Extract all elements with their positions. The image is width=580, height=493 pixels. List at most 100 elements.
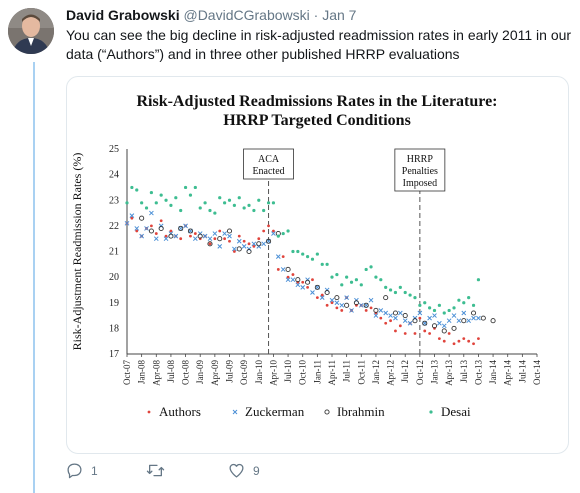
data-point-authors (179, 237, 183, 241)
data-point-authors (267, 224, 270, 228)
data-point-zuckerman (300, 285, 306, 290)
data-point-zuckerman (124, 220, 130, 226)
data-point-zuckerman (144, 226, 149, 231)
data-point-authors (457, 339, 461, 343)
x-tick-label: Jul-10 (283, 360, 293, 383)
media-card[interactable]: Risk-Adjusted Readmissions Rates in the … (66, 76, 569, 454)
data-point-desai (213, 211, 217, 215)
data-point-desai (203, 201, 207, 205)
data-point-desai (476, 278, 481, 282)
author-name[interactable]: David Grabowski (66, 7, 180, 23)
legend-marker-authors (147, 410, 151, 414)
data-point-zuckerman (388, 313, 393, 318)
data-point-authors (447, 332, 451, 335)
data-point-zuckerman (402, 318, 408, 324)
data-point-authors (462, 337, 466, 341)
data-point-authors (301, 280, 305, 284)
data-point-desai (144, 206, 149, 210)
data-point-ibrahmin (265, 238, 272, 244)
data-point-authors (384, 321, 388, 325)
data-point-desai (208, 208, 212, 213)
data-point-authors (442, 339, 446, 343)
data-point-ibrahmin (236, 246, 242, 252)
data-point-ibrahmin (158, 225, 164, 231)
x-tick-label: Oct-11 (356, 360, 366, 385)
data-point-authors (398, 324, 402, 328)
annotation-label: HRRP (407, 154, 434, 165)
x-tick-label: Jan-09 (195, 360, 205, 384)
data-point-desai (237, 196, 241, 200)
data-point-desai (140, 201, 144, 205)
data-point-zuckerman (251, 241, 257, 247)
data-point-authors (159, 219, 163, 223)
data-point-desai (247, 203, 251, 207)
data-point-authors (218, 229, 222, 233)
data-point-desai (467, 296, 471, 300)
data-point-desai (345, 275, 349, 279)
data-point-zuckerman (441, 323, 447, 329)
retweet-button[interactable] (146, 462, 173, 479)
data-point-zuckerman (290, 277, 296, 283)
data-point-ibrahmin (207, 241, 213, 247)
data-point-ibrahmin (246, 248, 252, 255)
data-point-ibrahmin (490, 318, 496, 324)
legend-label-desai: Desai (441, 404, 471, 419)
avatar[interactable] (8, 8, 54, 54)
x-tick-label: Jul-12 (400, 360, 410, 383)
legend-marker-desai (429, 410, 433, 414)
data-point-desai (398, 285, 402, 289)
data-point-ibrahmin (334, 295, 340, 301)
data-point-ibrahmin (314, 284, 320, 290)
data-point-zuckerman (339, 302, 345, 308)
data-point-ibrahmin (285, 266, 291, 272)
data-point-authors (208, 242, 212, 246)
data-point-zuckerman (407, 320, 413, 326)
data-point-desai (198, 206, 202, 210)
data-point-authors (262, 229, 266, 233)
data-point-authors (320, 293, 324, 297)
data-point-zuckerman (129, 213, 135, 218)
annotation-label: ACA (258, 154, 280, 165)
legend-marker-zuckerman (232, 409, 238, 415)
data-point-desai (193, 185, 197, 190)
x-tick-label: Jul-11 (342, 360, 352, 382)
like-button[interactable]: 9 (228, 462, 260, 479)
data-point-desai (447, 308, 451, 313)
data-point-zuckerman (432, 313, 437, 318)
heart-icon (229, 463, 244, 478)
data-point-zuckerman (192, 236, 198, 242)
data-point-authors (164, 234, 168, 238)
data-point-zuckerman (163, 236, 169, 242)
x-tick-label: Oct-07 (122, 360, 132, 385)
data-point-desai (374, 275, 378, 279)
data-point-authors (242, 239, 246, 243)
data-point-ibrahmin (373, 307, 379, 313)
annotation-label: Penalties (402, 166, 438, 177)
data-point-authors (257, 237, 261, 241)
tweet-text: You can see the big decline in risk-adju… (66, 27, 572, 62)
data-point-ibrahmin (451, 325, 457, 331)
data-point-desai (291, 249, 295, 254)
author-handle[interactable]: @DavidCGrabowski (183, 7, 310, 23)
data-point-zuckerman (319, 295, 325, 300)
data-point-ibrahmin (197, 233, 203, 239)
x-tick-label: Jan-10 (254, 360, 264, 384)
legend-marker-ibrahmin (324, 409, 330, 415)
x-tick-label: Oct-12 (415, 360, 425, 385)
data-point-desai (315, 252, 319, 256)
data-point-authors (169, 229, 173, 233)
data-point-desai (418, 303, 422, 307)
data-point-zuckerman (310, 290, 315, 295)
data-point-desai (154, 201, 158, 205)
x-tick-label: Jan-12 (371, 360, 381, 384)
data-point-authors (276, 268, 280, 271)
data-point-ibrahmin (168, 233, 174, 239)
reply-button[interactable]: 1 (66, 462, 98, 479)
data-point-ibrahmin (431, 323, 438, 329)
data-point-authors (472, 342, 475, 346)
tweet-date[interactable]: Jan 7 (322, 7, 357, 23)
data-point-zuckerman (427, 315, 432, 321)
annotation-label: Imposed (403, 178, 437, 189)
data-point-ibrahmin (470, 310, 477, 316)
data-point-zuckerman (280, 267, 286, 272)
